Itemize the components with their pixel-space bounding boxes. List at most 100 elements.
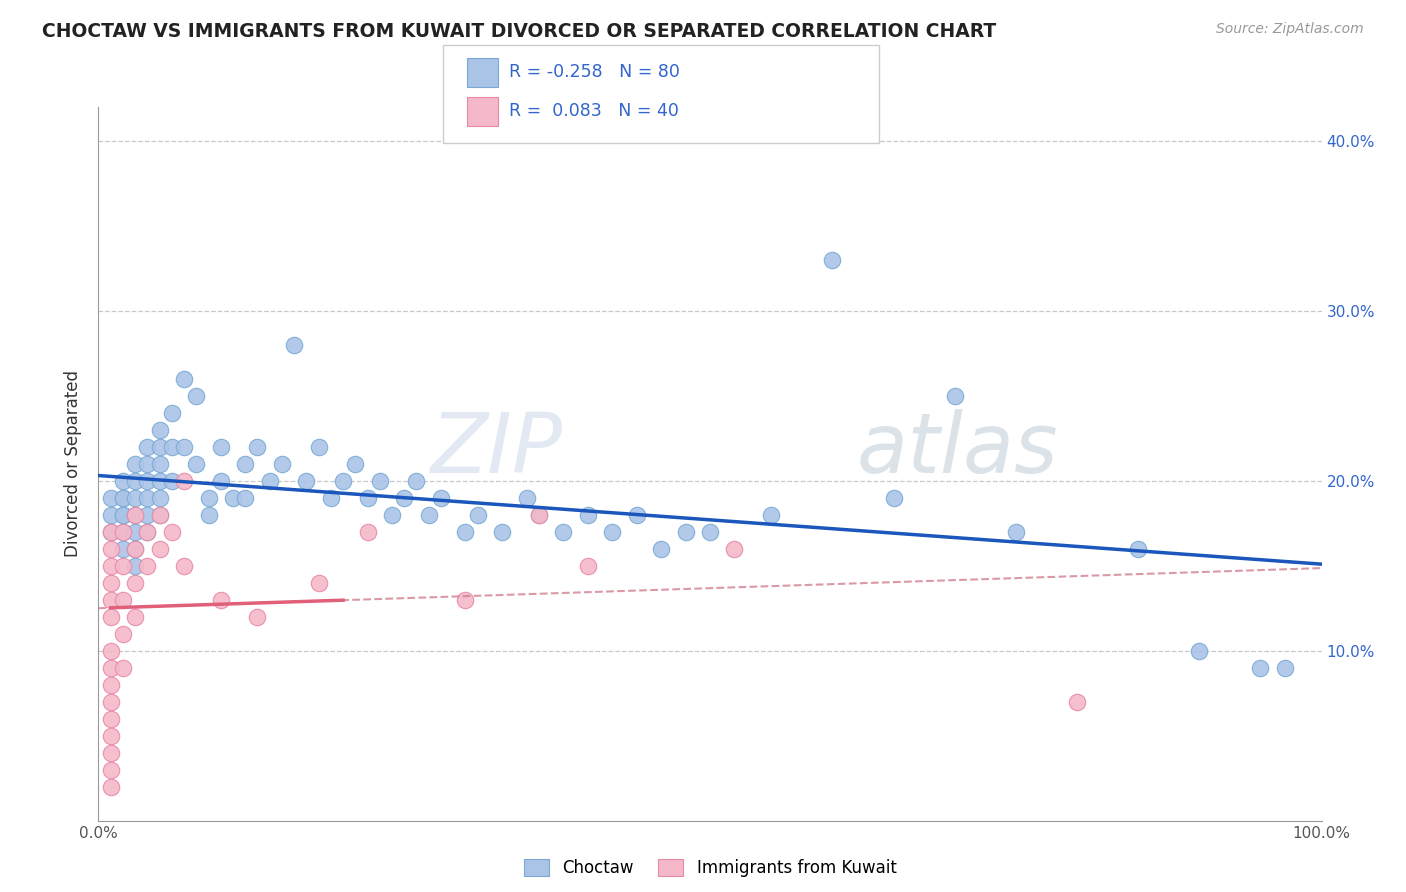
Point [723, 541, 745, 556]
Point [111, 541, 134, 556]
Point [100, 746, 122, 760]
Point [173, 372, 195, 386]
Point [1004, 524, 1026, 539]
Point [186, 457, 208, 471]
Point [308, 575, 330, 590]
Point [136, 508, 159, 522]
Point [124, 575, 146, 590]
Point [553, 524, 575, 539]
Text: R =  0.083   N = 40: R = 0.083 N = 40 [509, 103, 679, 120]
Point [149, 508, 172, 522]
Point [136, 474, 159, 488]
Point [100, 558, 122, 573]
Point [576, 558, 599, 573]
Point [1249, 661, 1271, 675]
Point [124, 474, 146, 488]
Point [124, 558, 146, 573]
Point [491, 524, 513, 539]
Point [454, 592, 477, 607]
Point [160, 406, 183, 420]
Point [368, 474, 391, 488]
Text: atlas: atlas [856, 409, 1059, 490]
Point [100, 524, 122, 539]
Point [124, 609, 146, 624]
Legend: Choctaw, Immigrants from Kuwait: Choctaw, Immigrants from Kuwait [517, 852, 903, 884]
Point [111, 626, 134, 640]
Point [308, 440, 330, 454]
Point [160, 474, 183, 488]
Point [111, 508, 134, 522]
Point [111, 508, 134, 522]
Point [600, 524, 623, 539]
Point [515, 491, 537, 505]
Point [1188, 644, 1211, 658]
Point [1066, 695, 1088, 709]
Point [100, 592, 122, 607]
Point [111, 474, 134, 488]
Point [111, 524, 134, 539]
Point [136, 491, 159, 505]
Point [259, 474, 281, 488]
Point [136, 558, 159, 573]
Point [149, 457, 172, 471]
Point [111, 491, 134, 505]
Point [160, 440, 183, 454]
Point [100, 644, 122, 658]
Point [100, 763, 122, 777]
Point [675, 524, 697, 539]
Point [344, 457, 367, 471]
Point [111, 524, 134, 539]
Point [100, 695, 122, 709]
Point [111, 592, 134, 607]
Point [124, 491, 146, 505]
Point [467, 508, 489, 522]
Point [454, 524, 477, 539]
Point [149, 474, 172, 488]
Point [124, 508, 146, 522]
Point [100, 712, 122, 726]
Point [124, 508, 146, 522]
Point [650, 541, 672, 556]
Point [149, 423, 172, 437]
Point [319, 491, 342, 505]
Point [405, 474, 427, 488]
Point [283, 338, 305, 352]
Point [222, 491, 245, 505]
Point [100, 541, 122, 556]
Text: ZIP: ZIP [432, 409, 564, 490]
Point [136, 524, 159, 539]
Point [209, 592, 232, 607]
Point [100, 729, 122, 743]
Point [124, 541, 146, 556]
Point [111, 661, 134, 675]
Point [430, 491, 453, 505]
Point [124, 457, 146, 471]
Point [527, 508, 550, 522]
Point [100, 609, 122, 624]
Point [381, 508, 404, 522]
Point [233, 457, 256, 471]
Point [295, 474, 318, 488]
Point [100, 508, 122, 522]
Point [124, 541, 146, 556]
Point [100, 575, 122, 590]
Point [136, 440, 159, 454]
Point [332, 474, 354, 488]
Point [392, 491, 416, 505]
Point [149, 541, 172, 556]
Point [111, 558, 134, 573]
Point [1274, 661, 1296, 675]
Point [100, 780, 122, 794]
Point [1128, 541, 1150, 556]
Point [246, 609, 269, 624]
Point [111, 491, 134, 505]
Point [270, 457, 294, 471]
Point [149, 440, 172, 454]
Text: Source: ZipAtlas.com: Source: ZipAtlas.com [1216, 22, 1364, 37]
Point [173, 558, 195, 573]
Point [576, 508, 599, 522]
Point [761, 508, 783, 522]
Point [356, 524, 378, 539]
Text: CHOCTAW VS IMMIGRANTS FROM KUWAIT DIVORCED OR SEPARATED CORRELATION CHART: CHOCTAW VS IMMIGRANTS FROM KUWAIT DIVORC… [42, 22, 997, 41]
Point [209, 440, 232, 454]
